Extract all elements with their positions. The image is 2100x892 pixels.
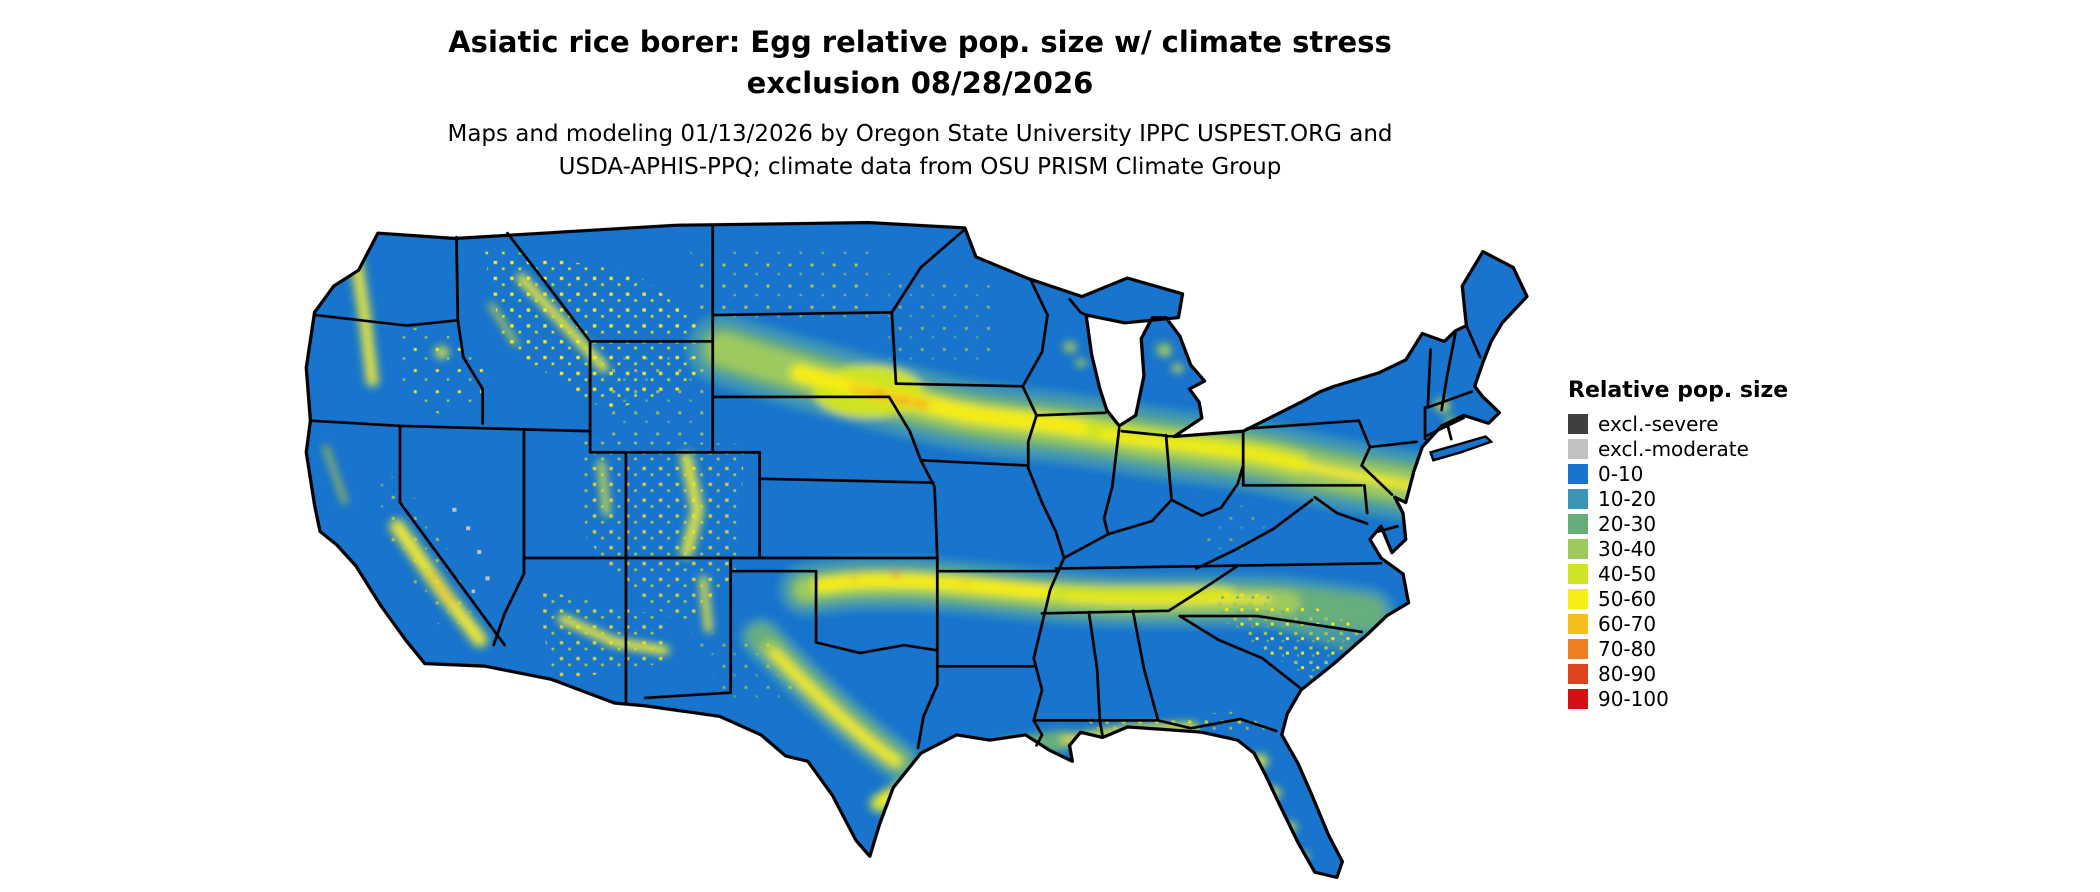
legend-swatch [1568,438,1588,459]
legend-item-label: 70-80 [1598,636,1657,661]
map-subtitle-line2: USDA-APHIS-PPQ; climate data from OSU PR… [558,154,1282,180]
legend-item: 10-20 [1568,486,1788,511]
legend-item-label: 10-20 [1598,486,1657,511]
legend-item: 0-10 [1568,461,1788,486]
header: Asiatic rice borer: Egg relative pop. si… [150,22,1690,184]
legend-swatch [1568,538,1588,559]
legend-items: excl.-severe excl.-moderate 0-10 10-20 2… [1568,411,1788,711]
legend-item-label: 90-100 [1598,686,1669,711]
heat-layers [323,233,1465,862]
legend-swatch [1568,638,1588,659]
map-subtitle: Maps and modeling 01/13/2026 by Oregon S… [150,118,1690,184]
legend-item: 60-70 [1568,611,1788,636]
legend-swatch [1568,663,1588,684]
legend-item-label: 50-60 [1598,586,1657,611]
legend-item: 20-30 [1568,511,1788,536]
legend-item-label: excl.-moderate [1598,436,1749,461]
legend-swatch [1568,563,1588,584]
map-subtitle-line1: Maps and modeling 01/13/2026 by Oregon S… [447,121,1393,147]
state-borders [309,223,1482,750]
legend-item-label: 80-90 [1598,661,1657,686]
legend-swatch [1568,688,1588,709]
us-map [304,220,1529,880]
map-title-line2: exclusion 08/28/2026 [746,66,1094,100]
legend-title: Relative pop. size [1568,378,1789,403]
map-panel [298,212,1538,888]
map-title-line1: Asiatic rice borer: Egg relative pop. si… [448,25,1392,59]
legend-item-label: 60-70 [1598,611,1657,636]
legend-item: 30-40 [1568,536,1788,561]
legend-item: excl.-severe [1568,411,1788,436]
legend-item-label: 30-40 [1598,536,1657,561]
legend-item: 40-50 [1568,561,1788,586]
legend-swatch [1568,463,1588,484]
legend-swatch [1568,413,1588,434]
legend-item-label: 40-50 [1598,561,1657,586]
legend-swatch [1568,513,1588,534]
legend-item: 70-80 [1568,636,1788,661]
legend: Relative pop. size excl.-severe excl.-mo… [1568,378,1788,711]
legend-item-label: 20-30 [1598,511,1657,536]
legend-item: excl.-moderate [1568,436,1788,461]
long-island [1428,435,1494,462]
map-title: Asiatic rice borer: Egg relative pop. si… [150,22,1690,104]
legend-item-label: excl.-severe [1598,411,1719,436]
legend-swatch [1568,613,1588,634]
legend-item: 90-100 [1568,686,1788,711]
legend-swatch [1568,488,1588,509]
speckle-regions [372,246,1373,741]
legend-item: 50-60 [1568,586,1788,611]
legend-swatch [1568,588,1588,609]
legend-item-label: 0-10 [1598,461,1644,486]
us-outline [304,220,1529,880]
legend-item: 80-90 [1568,661,1788,686]
